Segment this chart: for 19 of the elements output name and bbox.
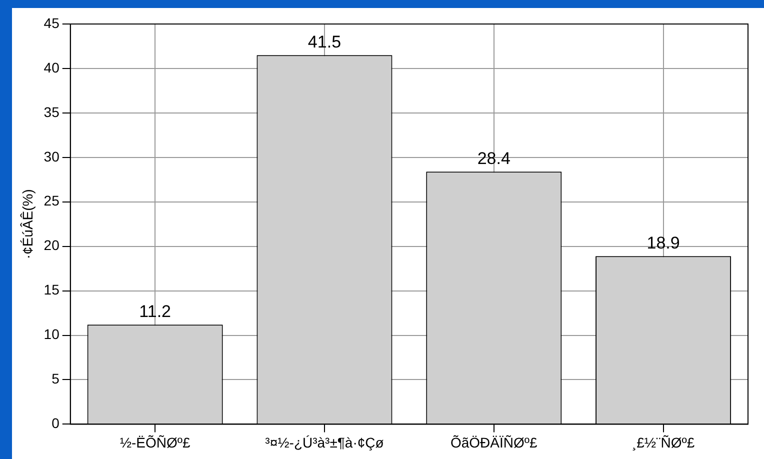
x-tick-label: ÕãÖÐÄÏÑØº£ bbox=[450, 434, 538, 450]
data-label: 11.2 bbox=[139, 302, 171, 321]
y-tick-label: 45 bbox=[44, 14, 60, 31]
y-tick-label: 5 bbox=[52, 370, 60, 387]
data-label: 28.4 bbox=[477, 148, 510, 168]
y-tick-label: 0 bbox=[52, 415, 60, 432]
x-tick-label: ³¤½-¿Ú³à³±¶à·¢Çø bbox=[265, 434, 384, 450]
y-tick-label: 20 bbox=[44, 237, 60, 254]
data-label: 18.9 bbox=[646, 233, 680, 252]
y-tick-label: 25 bbox=[44, 192, 60, 209]
y-tick-label: 40 bbox=[44, 59, 60, 76]
y-tick-label: 15 bbox=[44, 282, 60, 298]
x-tick-label: ½-ËÕÑØº£ bbox=[120, 434, 191, 450]
x-tick-label: ¸£½¨ÑØº£ bbox=[632, 434, 695, 450]
y-tick-label: 30 bbox=[44, 148, 60, 164]
y-axis-title: ·¢ÉúÂÊ(%) bbox=[19, 189, 36, 260]
y-tick-label: 35 bbox=[44, 104, 60, 120]
y-tick-label: 10 bbox=[44, 326, 60, 342]
data-label: 41.5 bbox=[308, 32, 342, 52]
